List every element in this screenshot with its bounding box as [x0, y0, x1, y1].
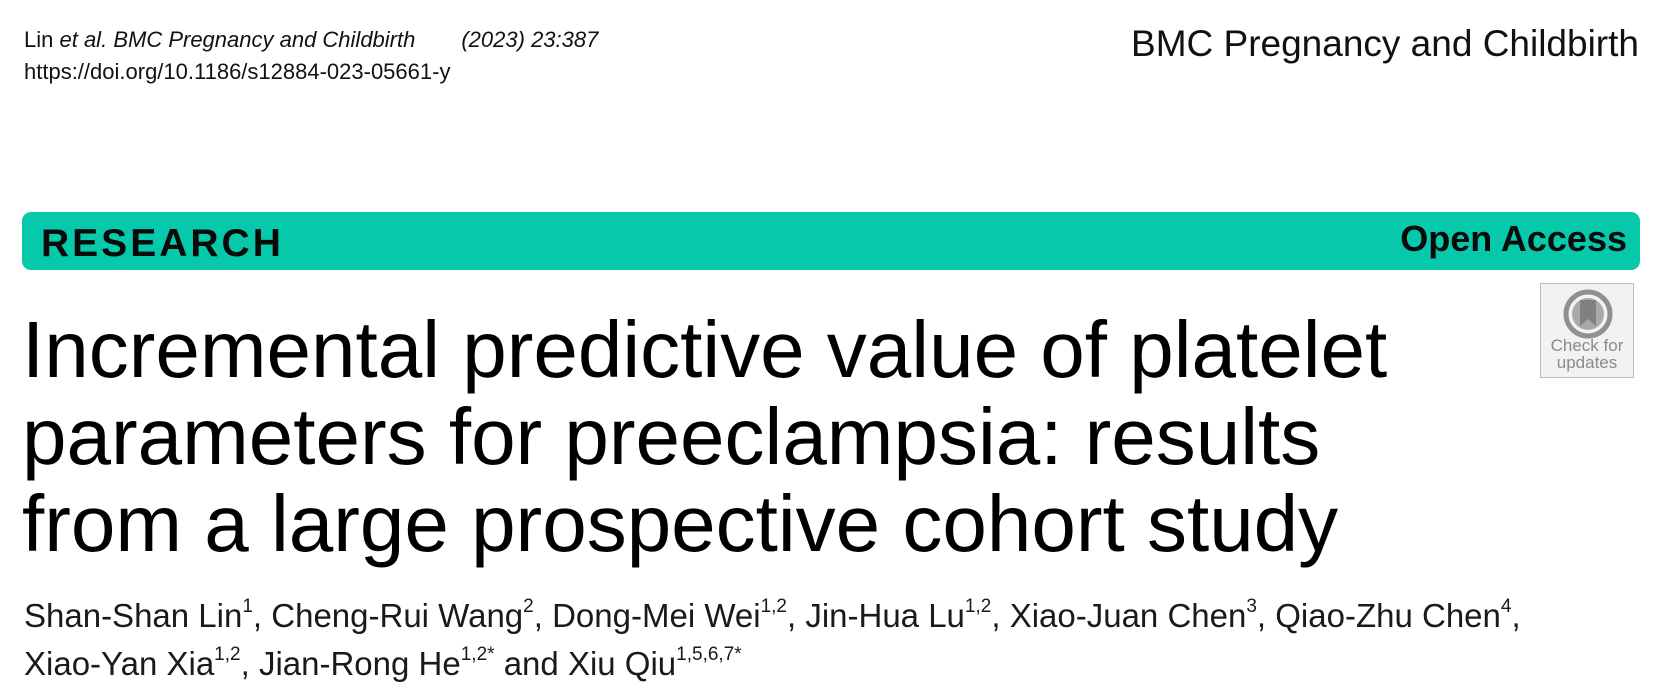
- citation-line: Lin et al. BMC Pregnancy and Childbirth (…: [24, 24, 598, 56]
- author[interactable]: Jin-Hua Lu1,2: [805, 597, 991, 634]
- author-name: Xiao-Yan Xia: [24, 645, 215, 682]
- author-affiliation: 1,2: [964, 596, 992, 617]
- author-name: Jian-Rong He: [258, 645, 461, 682]
- author-affiliation: 3: [1246, 596, 1257, 617]
- author-name: Xiao-Juan Chen: [1009, 597, 1247, 634]
- author-name: Jin-Hua Lu: [805, 597, 965, 634]
- article-title: Incremental predictive value of platelet…: [22, 306, 1422, 567]
- author-affiliation: 1,2*: [460, 644, 495, 665]
- title-line: Incremental predictive value of platelet: [22, 305, 1388, 394]
- author-name: Shan-Shan Lin: [24, 597, 243, 634]
- author-separator: ,: [252, 597, 272, 634]
- journal-name: BMC Pregnancy and Childbirth: [1131, 23, 1639, 64]
- author-affiliation: 1,2: [214, 644, 241, 665]
- author[interactable]: Xiao-Yan Xia1,2: [24, 645, 241, 682]
- author[interactable]: Qiao-Zhu Chen4: [1275, 597, 1511, 634]
- author[interactable]: Jian-Rong He1,2*: [259, 645, 495, 682]
- author-separator: ,: [533, 597, 553, 634]
- open-access-label: Open Access: [1400, 218, 1627, 259]
- author-name: Cheng-Rui Wang: [271, 597, 524, 634]
- doi-link[interactable]: https://doi.org/10.1186/s12884-023-05661…: [24, 59, 451, 84]
- bookmark-circle-icon: [1562, 288, 1614, 345]
- author-affiliation: 2: [523, 596, 534, 617]
- author-list: Shan-Shan Lin1, Cheng-Rui Wang2, Dong-Me…: [24, 592, 1584, 688]
- citation-etal: et al.: [59, 27, 108, 52]
- author-affiliation: 4: [1500, 596, 1512, 617]
- title-line: from a large prospective cohort study: [22, 479, 1339, 568]
- citation-block: Lin et al. BMC Pregnancy and Childbirth (…: [24, 24, 598, 88]
- citation-year-volume: (2023) 23:387: [461, 27, 599, 52]
- author-name: Xiu Qiu: [567, 645, 677, 682]
- author-name: Dong-Mei Wei: [552, 597, 761, 634]
- author[interactable]: Xiu Qiu1,5,6,7*: [568, 645, 742, 682]
- author-separator: ,: [240, 645, 259, 682]
- title-line: parameters for preeclampsia: results: [22, 392, 1321, 481]
- author-name: Qiao-Zhu Chen: [1275, 597, 1501, 634]
- author[interactable]: Dong-Mei Wei1,2: [552, 597, 787, 634]
- author-separator: ,: [786, 597, 806, 634]
- citation-authors: Lin: [24, 27, 60, 52]
- check-for-updates-label: Check for updates: [1541, 337, 1633, 371]
- check-for-updates-button[interactable]: Check for updates: [1540, 283, 1634, 378]
- author-affiliation: 1: [242, 596, 253, 617]
- author[interactable]: Xiao-Juan Chen3: [1010, 597, 1257, 634]
- author[interactable]: Shan-Shan Lin1: [24, 597, 253, 634]
- author[interactable]: Cheng-Rui Wang2: [271, 597, 533, 634]
- article-type-banner: RESEARCH Open Access: [22, 212, 1640, 270]
- author-separator: ,: [1256, 597, 1276, 634]
- author-separator: and: [494, 645, 568, 682]
- citation-journal: BMC Pregnancy and Childbirth: [113, 27, 416, 52]
- check-label-line1: Check for: [1550, 336, 1624, 355]
- author-affiliation: 1,2: [760, 596, 787, 617]
- author-separator: ,: [991, 597, 1010, 634]
- author-affiliation: 1,5,6,7*: [676, 644, 742, 665]
- article-type-label: RESEARCH: [41, 222, 284, 265]
- check-label-line2: updates: [1556, 353, 1618, 372]
- author-separator: ,: [1511, 597, 1521, 634]
